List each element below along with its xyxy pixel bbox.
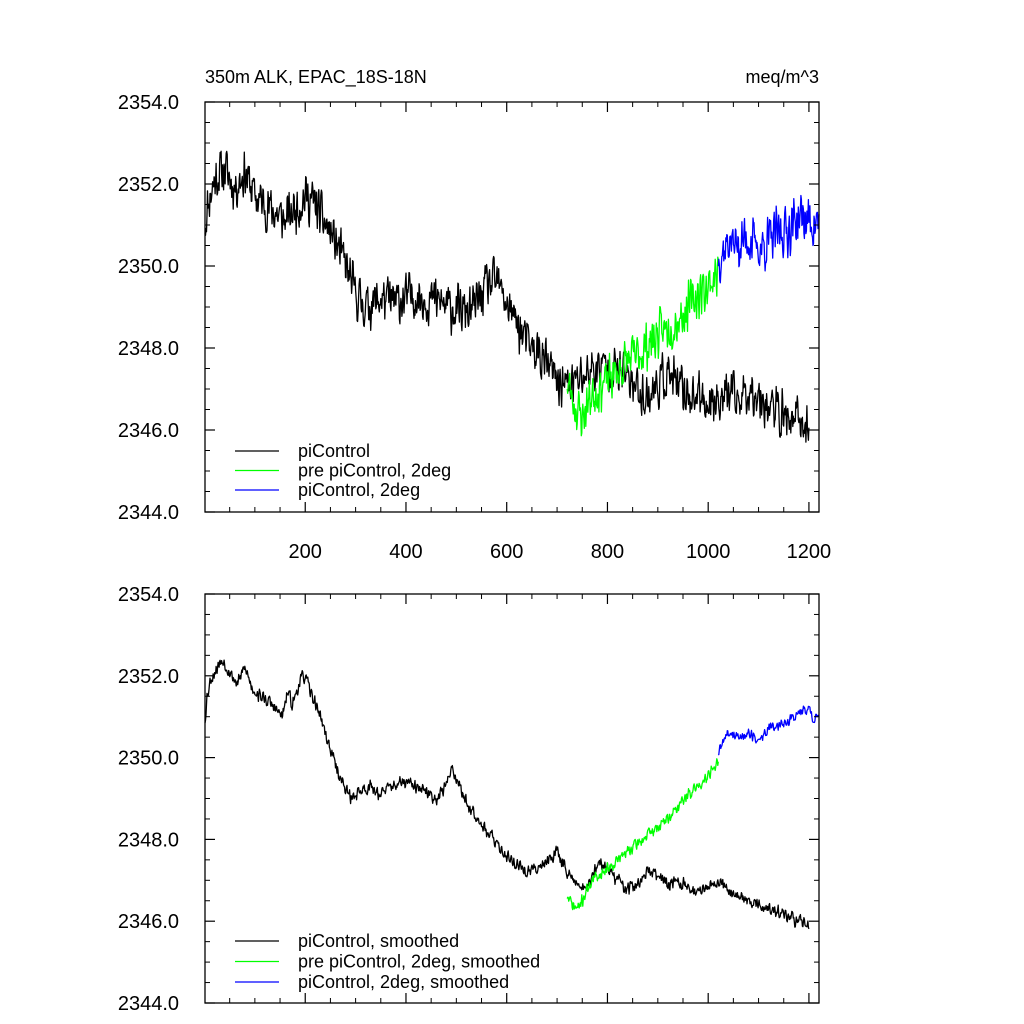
x-tick-label: 1200	[787, 541, 832, 563]
y-tick-label: 2352.0	[118, 174, 179, 196]
y-tick-label: 2350.0	[118, 748, 179, 770]
x-tick-label: 1000	[686, 541, 731, 563]
y-tick-label: 2344.0	[118, 993, 179, 1015]
x-tick-label: 200	[289, 541, 322, 563]
legend-label: piControl, 2deg, smoothed	[298, 972, 509, 992]
top-panel: 350m ALK, EPAC_18S-18N meq/m^3 200 400 600…	[118, 67, 831, 563]
y-tick-label: 2354.0	[118, 584, 179, 606]
y-tick-label: 2348.0	[118, 338, 179, 360]
y-tick-label: 2346.0	[118, 420, 179, 442]
legend-label: pre piControl, 2deg, smoothed	[298, 952, 540, 972]
y-tick-label: 2346.0	[118, 911, 179, 933]
series-line-1	[566, 256, 719, 437]
chart-title: 350m ALK, EPAC_18S-18N	[205, 67, 427, 88]
legend-label: piControl, 2deg	[298, 480, 420, 500]
legend-label: piControl	[298, 441, 370, 461]
x-tick-label: 800	[591, 541, 624, 563]
axes-layer: 200 400 600 800 1000 1200 2344.0 2346.0 2348.0 23…	[118, 92, 831, 563]
x-tick-label: 400	[389, 541, 422, 563]
legend-label: pre piControl, 2deg	[298, 461, 451, 481]
series-line-1	[566, 758, 719, 911]
series-line-2	[717, 194, 820, 284]
bottom-panel: 2344.0 2346.0 2348.0 2350.0 2352.0 2354.0 piC…	[118, 584, 820, 1015]
series-line-0	[204, 150, 810, 443]
legend-label: piControl, smoothed	[298, 931, 459, 951]
series-layer	[204, 659, 820, 930]
y-tick-label: 2348.0	[118, 829, 179, 851]
x-tick-label: 600	[490, 541, 523, 563]
axes-layer: 2344.0 2346.0 2348.0 2350.0 2352.0 2354.0	[118, 584, 820, 1015]
y-tick-label: 2354.0	[118, 92, 179, 114]
y-tick-label: 2344.0	[118, 502, 179, 524]
series-layer	[204, 150, 820, 443]
series-line-2	[717, 705, 820, 756]
y-tick-label: 2352.0	[118, 666, 179, 688]
y-tick-label: 2350.0	[118, 256, 179, 278]
units-label: meq/m^3	[746, 67, 819, 87]
series-line-0	[204, 659, 810, 930]
